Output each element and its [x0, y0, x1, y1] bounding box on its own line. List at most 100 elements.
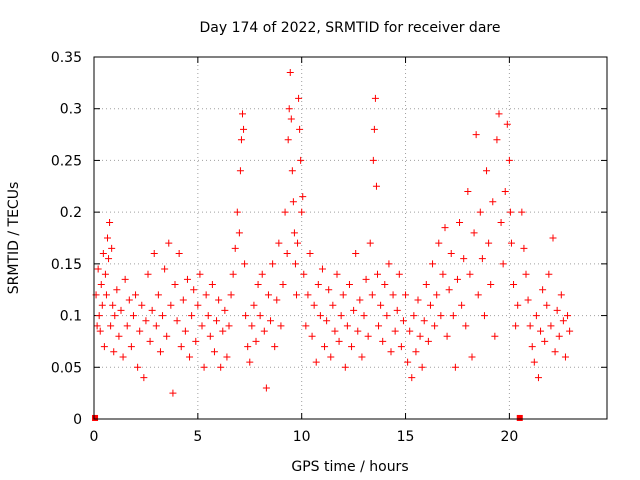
y-tick-label: 0.3: [60, 102, 82, 118]
data-point: [458, 301, 466, 309]
data-point: [121, 275, 129, 283]
data-point: [456, 218, 464, 226]
data-point: [156, 348, 164, 356]
y-axis-title: SRMTID / TECUs: [6, 182, 22, 295]
x-axis-title: GPS time / hours: [291, 459, 408, 475]
data-point: [246, 358, 254, 366]
data-point: [111, 312, 119, 320]
data-point: [293, 291, 300, 299]
data-point: [286, 69, 294, 77]
data-point: [271, 343, 279, 351]
data-point: [408, 374, 416, 382]
data-point: [449, 312, 457, 320]
data-point: [110, 348, 118, 356]
x-tick-label: 0: [90, 429, 99, 445]
data-point: [441, 224, 449, 232]
data-point: [165, 239, 173, 247]
data-point: [302, 322, 310, 330]
data-point: [289, 198, 297, 206]
data-point: [150, 250, 158, 258]
data-point: [267, 317, 275, 325]
data-point: [375, 322, 383, 330]
data-point: [447, 250, 455, 258]
data-point: [564, 312, 572, 320]
data-point: [98, 301, 106, 309]
data-point: [501, 187, 509, 195]
data-point: [146, 337, 154, 345]
data-point: [566, 327, 574, 335]
data-point: [138, 301, 146, 309]
data-point: [96, 327, 104, 335]
data-point: [125, 296, 133, 304]
data-point: [115, 332, 123, 340]
data-point: [92, 414, 99, 421]
data-point: [144, 270, 152, 278]
data-point: [524, 296, 532, 304]
y-tick-label: 0.35: [51, 50, 82, 66]
data-point: [241, 260, 249, 268]
data-point: [148, 306, 156, 314]
data-point: [101, 270, 109, 278]
data-point: [163, 332, 171, 340]
data-point: [93, 322, 101, 330]
data-point: [275, 239, 283, 247]
data-point: [381, 281, 389, 289]
data-point: [333, 270, 341, 278]
data-point: [200, 363, 208, 371]
data-point: [348, 343, 356, 351]
data-point: [159, 312, 167, 320]
data-point: [472, 131, 480, 139]
data-point: [287, 115, 295, 123]
data-point: [244, 343, 252, 351]
x-tick-label: 15: [397, 429, 415, 445]
data-point: [136, 327, 144, 335]
data-point: [186, 353, 194, 361]
y-tick-label: 0.05: [51, 360, 82, 376]
data-point: [364, 332, 372, 340]
data-point: [308, 332, 316, 340]
data-point: [260, 327, 268, 335]
data-point: [299, 193, 307, 201]
data-point: [296, 125, 304, 133]
data-point: [397, 343, 405, 351]
data-point: [240, 125, 248, 133]
data-point: [534, 374, 542, 382]
data-point: [208, 281, 216, 289]
data-point: [104, 234, 111, 242]
data-point: [134, 363, 142, 371]
data-point: [468, 353, 476, 361]
data-point: [250, 301, 258, 309]
data-point: [294, 239, 302, 247]
data-point: [505, 156, 513, 164]
data-point: [559, 317, 567, 325]
data-point: [393, 306, 401, 314]
data-point: [298, 208, 306, 216]
data-point: [358, 353, 366, 361]
data-point: [242, 312, 250, 320]
y-tick-label: 0: [73, 412, 82, 428]
data-point: [300, 270, 308, 278]
data-point: [108, 244, 116, 252]
data-point: [499, 260, 507, 268]
data-point: [437, 312, 445, 320]
data-point: [466, 270, 474, 278]
data-point: [493, 136, 501, 144]
data-point: [295, 94, 303, 102]
data-point: [512, 322, 520, 330]
data-point: [335, 337, 343, 345]
data-point: [399, 317, 407, 325]
data-point: [181, 327, 189, 335]
data-point: [123, 322, 131, 330]
data-point: [167, 301, 175, 309]
data-point: [94, 265, 102, 273]
data-point: [316, 312, 324, 320]
data-point: [561, 353, 569, 361]
data-point: [506, 208, 514, 216]
data-point: [102, 291, 110, 299]
data-point: [339, 291, 347, 299]
data-point: [109, 301, 117, 309]
data-point: [290, 229, 298, 237]
data-point: [285, 105, 293, 113]
data-point: [161, 265, 169, 273]
